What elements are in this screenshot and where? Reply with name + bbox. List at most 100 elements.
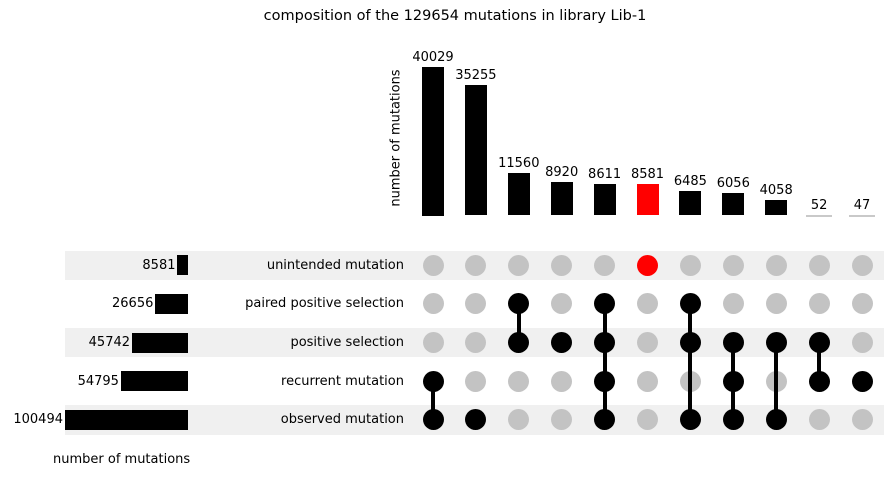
intersection-bar (722, 193, 745, 216)
membership-dot-inactive (637, 409, 658, 431)
set-size-axis-label: number of mutations (53, 452, 191, 467)
membership-dot-inactive (422, 293, 444, 315)
membership-dot-inactive (551, 409, 573, 431)
set-size-value: 26656 (112, 296, 154, 312)
intersection-bar (636, 183, 659, 216)
membership-dot-inactive (551, 254, 573, 276)
membership-dot-active (551, 332, 573, 354)
membership-dot-inactive (765, 293, 787, 315)
set-name-label: unintended mutation (266, 257, 404, 273)
membership-dot-inactive (508, 370, 530, 392)
set-name-label: recurrent mutation (281, 373, 404, 389)
set-size-bar (132, 332, 188, 353)
set-size-bar (155, 293, 188, 314)
intersection-value: 11560 (498, 155, 540, 171)
membership-dot-active (422, 409, 444, 431)
membership-dot-active (808, 332, 830, 354)
membership-dot-active (851, 370, 873, 392)
membership-dot-inactive (851, 332, 873, 354)
membership-dot-inactive (508, 254, 530, 276)
membership-dot-active (722, 332, 744, 354)
intersection-value: 35255 (455, 67, 497, 83)
membership-dot-inactive (637, 293, 658, 315)
membership-dot-inactive (637, 370, 658, 392)
intersection-bar (593, 183, 616, 216)
membership-dot-active (808, 370, 830, 392)
set-size-bar (65, 409, 188, 430)
membership-dot-active (722, 409, 744, 431)
membership-dot-inactive (594, 254, 616, 276)
set-size-value: 8581 (142, 257, 176, 273)
membership-connector (431, 381, 435, 420)
set-size-value: 45742 (88, 335, 131, 351)
membership-dot-active (422, 370, 444, 392)
intersection-value: 6056 (716, 176, 750, 192)
intersection-bar (765, 200, 788, 216)
set-size-bar (177, 255, 188, 276)
membership-dot-active (594, 293, 616, 315)
membership-dot-inactive (851, 409, 873, 431)
intersection-value: 8611 (588, 166, 622, 182)
membership-dot-inactive (808, 254, 830, 276)
membership-dot-active (722, 370, 744, 392)
intersection-value: 40029 (412, 50, 454, 65)
membership-dot-inactive (422, 332, 444, 354)
membership-dot-inactive (722, 254, 744, 276)
intersection-value: 47 (853, 198, 871, 214)
intersection-bar (464, 84, 487, 216)
membership-dot-inactive (808, 409, 830, 431)
intersection-bar-underline (806, 215, 833, 217)
set-size-value: 54795 (77, 373, 119, 389)
membership-dot-inactive (465, 254, 487, 276)
set-name-label: paired positive selection (245, 296, 404, 312)
intersection-bar (679, 191, 702, 216)
intersection-value: 8920 (545, 165, 579, 181)
membership-dot-active (594, 370, 616, 392)
membership-dot-inactive (465, 332, 487, 354)
intersection-axis-label: number of mutations (388, 69, 404, 207)
membership-dot-active (508, 332, 530, 354)
membership-dot-inactive (422, 254, 444, 276)
membership-dot-inactive (679, 254, 701, 276)
membership-dot-inactive (851, 254, 873, 276)
intersection-value: 8581 (630, 166, 665, 182)
membership-dot-active (594, 409, 616, 431)
membership-connector (817, 342, 822, 382)
set-name-label: observed mutation (280, 412, 404, 428)
intersection-bar (422, 67, 444, 216)
set-name-label: positive selection (290, 335, 404, 351)
set-size-value: 100494 (13, 412, 63, 428)
membership-dot-inactive (637, 332, 658, 354)
intersection-bar (507, 172, 530, 216)
membership-dot-active (679, 293, 701, 315)
membership-dot-active (765, 332, 787, 354)
intersection-bar-underline (849, 215, 875, 217)
membership-dot-active (679, 409, 701, 431)
membership-dot-inactive (851, 293, 873, 315)
membership-dot-inactive (551, 293, 573, 315)
membership-dot-active (637, 254, 658, 276)
membership-dot-inactive (551, 370, 573, 392)
membership-connector (602, 303, 607, 420)
membership-dot-inactive (465, 370, 487, 392)
membership-dot-inactive (722, 293, 744, 315)
set-size-bar (120, 371, 188, 392)
membership-connector (774, 342, 779, 420)
membership-connector (688, 303, 693, 420)
membership-connector (516, 303, 521, 343)
intersection-bar (550, 182, 573, 216)
intersection-value: 4058 (759, 183, 793, 199)
membership-dot-inactive (765, 254, 787, 276)
membership-dot-inactive (508, 409, 530, 431)
membership-dot-active (765, 409, 787, 431)
membership-dot-inactive (465, 293, 487, 315)
membership-dot-active (679, 332, 701, 354)
membership-dot-active (465, 409, 487, 431)
membership-dot-inactive (808, 293, 830, 315)
membership-dot-active (594, 332, 616, 354)
intersection-value: 52 (810, 198, 828, 214)
membership-dot-active (508, 293, 530, 315)
chart-title: composition of the 129654 mutations in l… (263, 8, 647, 24)
intersection-value: 6485 (673, 174, 707, 190)
